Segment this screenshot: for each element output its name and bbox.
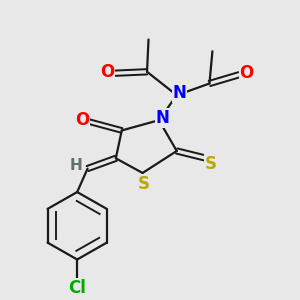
Text: N: N xyxy=(155,109,170,127)
Text: Cl: Cl xyxy=(68,279,86,297)
Text: S: S xyxy=(138,175,150,193)
Text: N: N xyxy=(173,84,187,102)
Text: S: S xyxy=(205,155,217,173)
Text: O: O xyxy=(239,64,254,82)
Text: O: O xyxy=(75,111,90,129)
Text: O: O xyxy=(100,63,114,81)
Text: H: H xyxy=(69,158,82,172)
